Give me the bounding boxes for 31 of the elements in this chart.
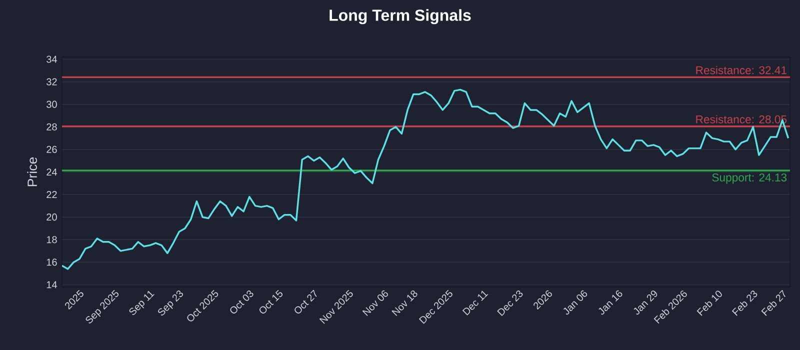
x-tick-label: Nov 18	[392, 290, 418, 316]
x-tick-label: Sep 11	[129, 290, 154, 315]
y-axis-title: Price	[27, 157, 38, 186]
x-tick-label: Dec 11	[462, 290, 488, 316]
x-tick-label: Oct 03	[230, 290, 254, 314]
x-tick-label: Feb 10	[696, 290, 722, 316]
x-tick-label: Feb 27	[761, 290, 786, 316]
y-tick-label: 24	[46, 168, 57, 176]
x-tick-label: Oct 15	[260, 290, 283, 314]
y-tick-label: 30	[46, 100, 57, 108]
x-tick-label: Feb 23	[732, 290, 758, 316]
y-tick-label: 34	[46, 56, 57, 63]
y-tick-label: 16	[46, 258, 57, 266]
y-tick-label: 26	[46, 146, 57, 153]
x-tick-label: Jan 16	[598, 290, 622, 315]
x-tick-label: Nov 06	[362, 290, 388, 316]
y-tick-label: 14	[46, 281, 57, 288]
y-tick-label: 20	[46, 214, 57, 221]
y-tick-label: 22	[46, 191, 57, 198]
ref-line-label: Resistance: 28.05	[696, 115, 787, 124]
y-tick-label: 32	[46, 78, 57, 86]
ref-line-label: Support: 24.13	[712, 173, 787, 184]
x-tick-label: Dec 23	[497, 290, 523, 316]
chart-title: Long Term Signals	[330, 9, 471, 24]
x-tick-label: Oct 27	[294, 290, 317, 314]
x-tick-label: Jan 29	[634, 290, 658, 315]
x-tick-label: Jan 06	[564, 290, 588, 315]
y-tick-label: 28	[46, 123, 57, 130]
x-tick-label: Sep 23	[158, 290, 184, 316]
y-tick-label: 18	[46, 236, 57, 244]
ref-line-label: Resistance: 32.41	[696, 66, 787, 74]
